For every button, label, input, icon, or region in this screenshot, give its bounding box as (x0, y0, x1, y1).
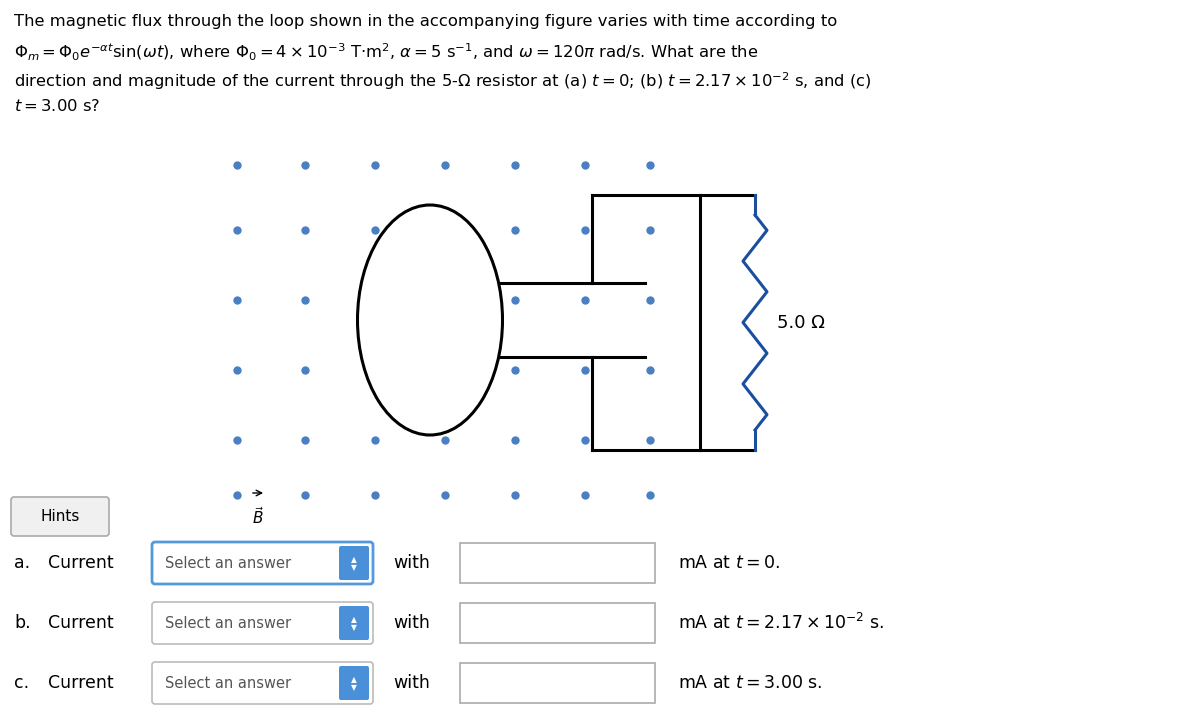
FancyBboxPatch shape (340, 606, 370, 640)
Text: The magnetic flux through the loop shown in the accompanying figure varies with : The magnetic flux through the loop shown… (14, 14, 838, 29)
Text: ▲: ▲ (352, 616, 356, 624)
Text: Select an answer: Select an answer (166, 555, 292, 571)
Text: with: with (394, 614, 430, 632)
FancyBboxPatch shape (460, 603, 655, 643)
Text: mA at $t = 3.00$ s.: mA at $t = 3.00$ s. (678, 674, 822, 692)
FancyBboxPatch shape (152, 662, 373, 704)
Text: Current: Current (48, 674, 114, 692)
Text: Hints: Hints (41, 509, 79, 524)
Text: a.: a. (14, 554, 30, 572)
Text: b.: b. (14, 614, 31, 632)
FancyBboxPatch shape (460, 663, 655, 703)
Text: with: with (394, 674, 430, 692)
FancyBboxPatch shape (340, 546, 370, 580)
Text: with: with (394, 554, 430, 572)
Ellipse shape (358, 205, 503, 435)
Text: ▼: ▼ (352, 563, 356, 573)
FancyBboxPatch shape (340, 666, 370, 700)
Text: mA at $t = 2.17 \times 10^{-2}$ s.: mA at $t = 2.17 \times 10^{-2}$ s. (678, 613, 884, 633)
Text: Current: Current (48, 554, 114, 572)
FancyBboxPatch shape (11, 497, 109, 536)
Text: mA at $t = 0$.: mA at $t = 0$. (678, 554, 780, 572)
Text: $t = 3.00$ s?: $t = 3.00$ s? (14, 98, 101, 114)
FancyBboxPatch shape (152, 542, 373, 584)
FancyBboxPatch shape (460, 543, 655, 583)
Text: ▲: ▲ (352, 676, 356, 684)
Text: 5.0 Ω: 5.0 Ω (778, 313, 824, 331)
Text: $\vec{B}$: $\vec{B}$ (252, 506, 264, 527)
Text: Select an answer: Select an answer (166, 676, 292, 690)
FancyBboxPatch shape (152, 602, 373, 644)
Text: $\Phi_m = \Phi_0 e^{-\alpha t}\sin(\omega t)$, where $\Phi_0 = 4 \times 10^{-3}$: $\Phi_m = \Phi_0 e^{-\alpha t}\sin(\omeg… (14, 42, 758, 63)
Text: Current: Current (48, 614, 114, 632)
Text: ▼: ▼ (352, 684, 356, 692)
Text: ▲: ▲ (352, 555, 356, 565)
Text: direction and magnitude of the current through the 5-$\Omega$ resistor at (a) $t: direction and magnitude of the current t… (14, 70, 871, 91)
Text: c.: c. (14, 674, 29, 692)
Text: ▼: ▼ (352, 624, 356, 632)
Text: Select an answer: Select an answer (166, 616, 292, 631)
